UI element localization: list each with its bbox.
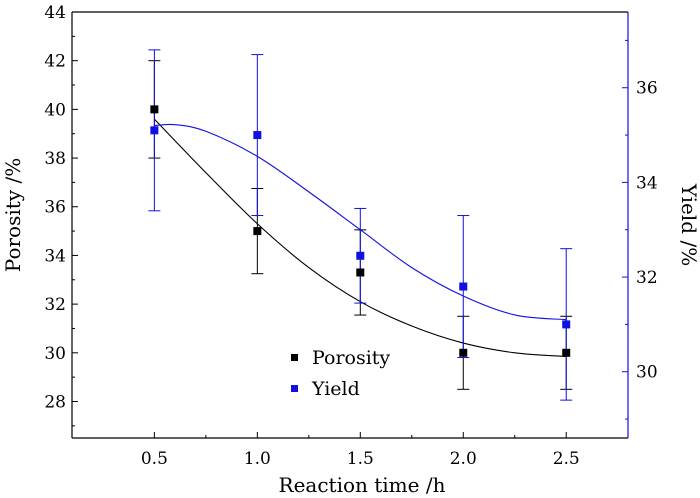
- legend-marker-yield: [291, 385, 298, 392]
- point-porosity: [150, 105, 159, 114]
- x-tick-label: 2.5: [553, 449, 580, 469]
- x-tick-label: 0.5: [141, 449, 168, 469]
- legend: Porosity Yield: [291, 347, 390, 400]
- x-tick-label: 1.5: [347, 449, 374, 469]
- y-axis-right-label: Yield /%: [677, 183, 700, 266]
- point-yield: [150, 126, 159, 135]
- y-left-tick-label: 32: [44, 295, 66, 315]
- y-left-tick-label: 34: [44, 246, 66, 266]
- point-porosity: [356, 268, 365, 277]
- y-right-tick-label: 32: [636, 268, 658, 288]
- y-right-tick-label: 30: [636, 363, 658, 383]
- point-porosity: [562, 348, 571, 357]
- y-left-tick-label: 38: [44, 149, 66, 169]
- point-yield: [459, 282, 468, 291]
- legend-label-yield: Yield: [311, 378, 360, 400]
- y-right-tick-label: 36: [636, 79, 658, 99]
- plot-frame: [71, 11, 629, 439]
- y-left-tick-label: 40: [44, 100, 66, 120]
- point-porosity: [253, 227, 262, 236]
- x-axis: 0.5 1.0 1.5 2.0 2.5: [141, 432, 580, 469]
- y-left-tick-label: 28: [44, 392, 66, 412]
- y-right-tick-label: 34: [636, 173, 658, 193]
- point-yield: [356, 251, 365, 260]
- y-axis-left-label: Porosity /%: [1, 158, 25, 272]
- legend-marker-porosity: [291, 354, 298, 361]
- point-yield: [562, 320, 571, 329]
- data-points: [150, 105, 571, 357]
- point-porosity: [459, 348, 468, 357]
- point-yield: [253, 131, 262, 140]
- y-left-tick-label: 30: [44, 344, 66, 364]
- y-left-tick-label: 42: [44, 52, 66, 72]
- x-tick-label: 2.0: [450, 449, 477, 469]
- y-left-tick-label: 36: [44, 198, 66, 218]
- fit-curves: [153, 118, 567, 357]
- y-axis-right: 30 32 34 36: [622, 39, 658, 420]
- x-tick-label: 1.0: [244, 449, 271, 469]
- fit-curve-yield: [154, 123, 567, 321]
- y-axis-left: 28 30 32 34 36 38 40 42 44: [44, 3, 78, 427]
- fit-curve-porosity: [153, 118, 567, 357]
- x-axis-label: Reaction time /h: [279, 473, 446, 497]
- legend-label-porosity: Porosity: [312, 347, 390, 369]
- y-left-tick-label: 44: [44, 3, 66, 23]
